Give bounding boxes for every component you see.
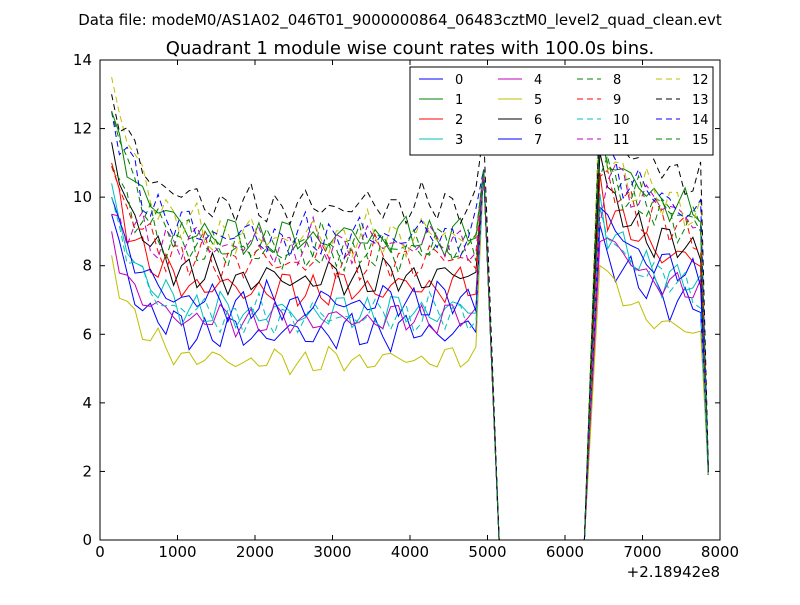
series-line-12	[111, 76, 709, 541]
y-tick-label: 14	[73, 51, 92, 69]
x-tick-label: 1000	[158, 543, 196, 561]
file-title: Data file: modeM0/AS1A02_046T01_90000008…	[78, 11, 722, 30]
x-tick-label: 2000	[236, 543, 274, 561]
legend-label-13: 13	[692, 93, 709, 108]
y-tick-label: 4	[82, 394, 92, 412]
y-tick-label: 10	[73, 188, 92, 206]
y-tick-label: 6	[82, 325, 92, 343]
x-offset-label: +2.18942e8	[627, 563, 720, 581]
series-line-5	[111, 169, 709, 541]
y-tick-label: 0	[82, 531, 92, 549]
legend-label-6: 6	[534, 113, 542, 128]
axes: 0 1000 2000 3000 4000 5000 6000 7000 80000246810…	[73, 51, 739, 561]
y-tick-label: 12	[73, 120, 92, 138]
series-line-1	[111, 111, 709, 541]
legend-label-7: 7	[534, 133, 542, 148]
y-tick-label: 8	[82, 257, 92, 275]
chart-title: Quadrant 1 module wise count rates with …	[166, 38, 655, 59]
plot-lines	[111, 76, 709, 541]
legend-label-1: 1	[455, 93, 463, 108]
legend-label-9: 9	[613, 93, 621, 108]
y-tick-label: 2	[82, 462, 92, 480]
x-tick-label: 6000	[546, 543, 584, 561]
series-line-11	[111, 163, 709, 541]
series-line-8	[111, 153, 709, 541]
x-tick-label: 3000	[313, 543, 351, 561]
series-line-6	[111, 142, 709, 541]
legend-label-12: 12	[692, 73, 709, 88]
series-line-14	[111, 111, 709, 541]
legend-label-5: 5	[534, 93, 542, 108]
legend-label-14: 14	[692, 113, 709, 128]
series-line-13	[111, 94, 709, 541]
series-line-2	[111, 162, 709, 541]
legend-label-0: 0	[455, 73, 463, 88]
series-line-0	[111, 169, 709, 541]
legend-label-3: 3	[455, 133, 463, 148]
legend-label-8: 8	[613, 73, 621, 88]
legend-label-2: 2	[455, 113, 463, 128]
x-tick-label: 0	[95, 543, 105, 561]
x-tick-label: 8000	[701, 543, 739, 561]
x-tick-label: 7000	[623, 543, 661, 561]
x-tick-label: 4000	[391, 543, 429, 561]
legend-label-11: 11	[613, 133, 630, 148]
series-line-7	[111, 169, 709, 541]
legend-label-10: 10	[613, 113, 630, 128]
series-line-4	[111, 169, 709, 541]
legend-box	[409, 66, 714, 156]
series-line-3	[111, 169, 709, 541]
x-tick-label: 5000	[468, 543, 506, 561]
legend-label-15: 15	[692, 133, 709, 148]
series-line-10	[111, 169, 709, 541]
legend-label-4: 4	[534, 73, 542, 88]
